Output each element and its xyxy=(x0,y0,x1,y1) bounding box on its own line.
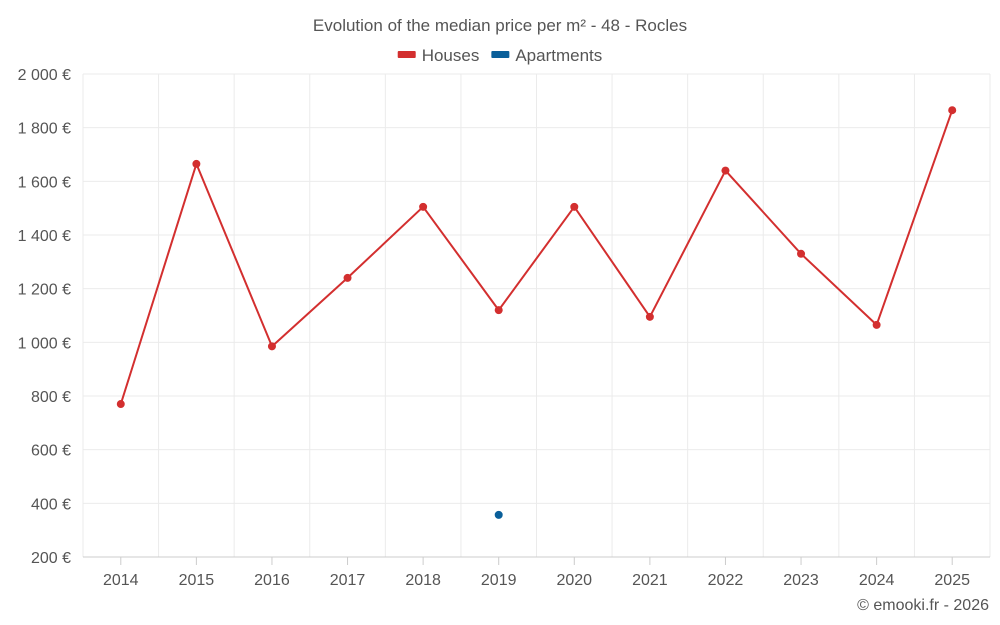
data-point-houses[interactable] xyxy=(797,249,806,258)
x-tick-label: 2023 xyxy=(783,572,819,589)
data-point-houses[interactable] xyxy=(948,106,957,115)
x-tick-label: 2017 xyxy=(330,572,366,589)
data-point-houses[interactable] xyxy=(419,202,428,211)
y-tick-label: 1 200 € xyxy=(18,282,71,299)
data-point-houses[interactable] xyxy=(645,312,654,321)
y-tick-label: 400 € xyxy=(31,496,71,513)
legend-item-houses[interactable]: Houses xyxy=(397,46,480,65)
x-tick-label: 2018 xyxy=(405,572,441,589)
grid-layer xyxy=(82,73,991,557)
y-tick-label: 1 400 € xyxy=(18,228,71,245)
legend-swatch xyxy=(397,51,416,58)
y-tick-label: 1 000 € xyxy=(18,335,71,352)
legend-label: Apartments xyxy=(515,46,602,65)
data-point-houses[interactable] xyxy=(343,273,352,282)
y-tick-label: 2 000 € xyxy=(18,67,71,84)
data-point-apartments[interactable] xyxy=(494,510,503,519)
data-point-houses[interactable] xyxy=(494,306,503,315)
y-tick-label: 800 € xyxy=(31,389,71,406)
x-tick-label: 2021 xyxy=(632,572,668,589)
x-tick-label: 2015 xyxy=(179,572,215,589)
x-tick-label: 2022 xyxy=(708,572,744,589)
credit-text: © emooki.fr - 2026 xyxy=(857,597,989,614)
y-tick-label: 600 € xyxy=(31,443,71,460)
chart-title: Evolution of the median price per m² - 4… xyxy=(313,16,687,35)
data-point-houses[interactable] xyxy=(116,400,125,409)
y-tick-label: 200 € xyxy=(31,550,71,567)
series-houses xyxy=(116,106,957,409)
data-point-houses[interactable] xyxy=(192,159,201,168)
x-tick-label: 2016 xyxy=(254,572,290,589)
y-tick-label: 1 600 € xyxy=(18,174,71,191)
y-tick-label: 1 800 € xyxy=(18,121,71,138)
x-tick-label: 2024 xyxy=(859,572,895,589)
legend: Houses Apartments xyxy=(397,46,602,65)
x-tick-label: 2019 xyxy=(481,572,517,589)
legend-label: Houses xyxy=(422,46,480,65)
series-apartments xyxy=(494,510,503,519)
axis-layer: 200 € 400 € 600 € 800 € 1 000 € 1 200 € 1 400 … xyxy=(18,67,990,589)
series-line-houses xyxy=(119,109,954,405)
data-point-houses[interactable] xyxy=(570,202,579,211)
legend-swatch xyxy=(491,51,510,58)
x-tick-label: 2020 xyxy=(556,572,592,589)
legend-item-apartments[interactable]: Apartments xyxy=(491,46,602,65)
data-point-houses[interactable] xyxy=(721,166,730,175)
data-point-houses[interactable] xyxy=(872,320,881,329)
x-tick-label: 2014 xyxy=(103,572,139,589)
x-tick-label: 2025 xyxy=(934,572,970,589)
series-layer xyxy=(116,106,957,519)
data-point-houses[interactable] xyxy=(267,342,276,351)
